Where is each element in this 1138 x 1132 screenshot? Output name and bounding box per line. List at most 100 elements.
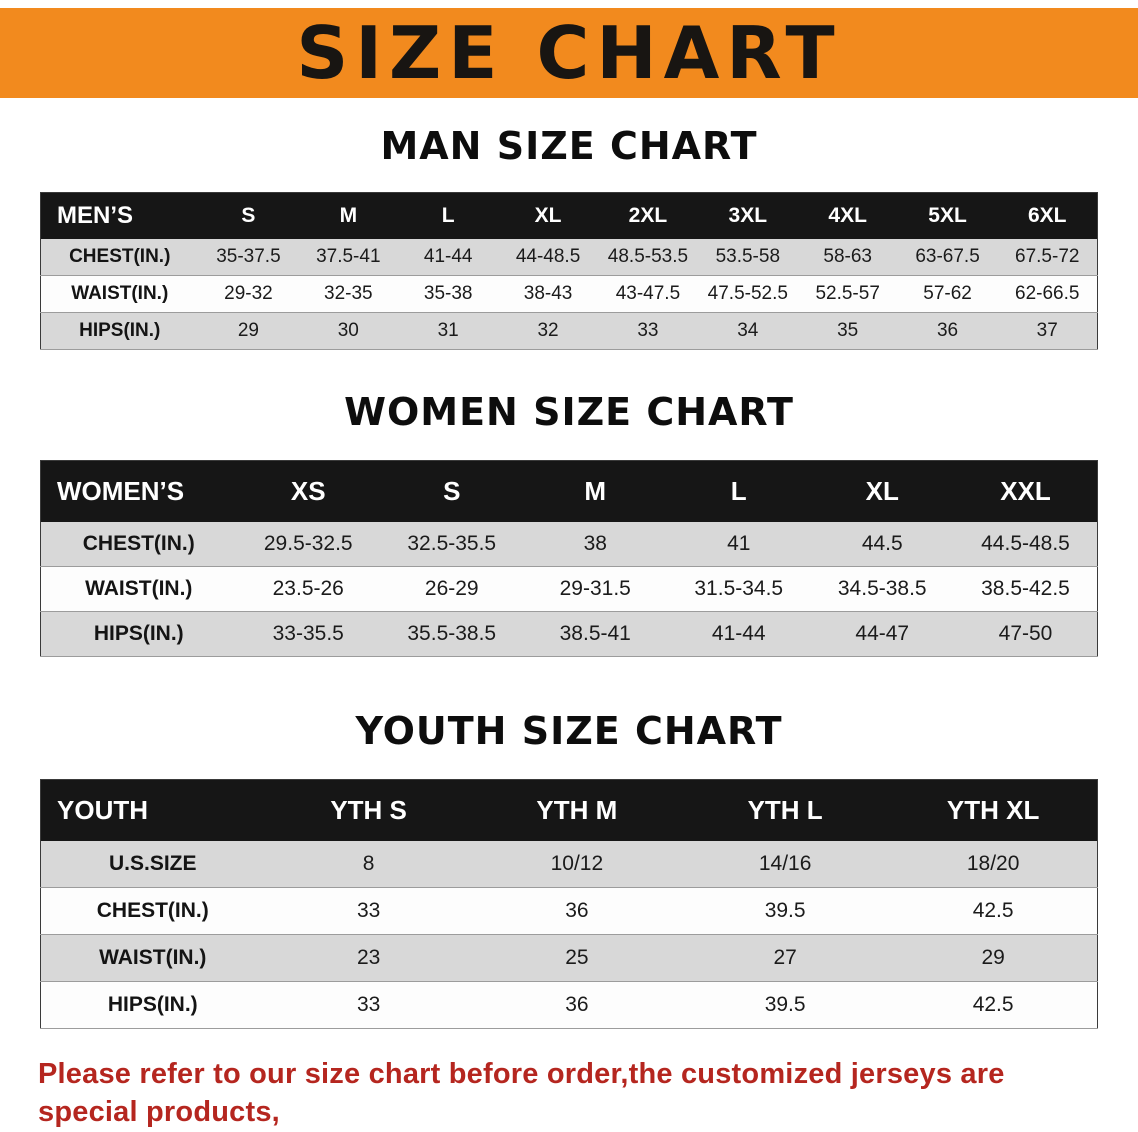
table-row: HIPS(IN.) 33-35.5 35.5-38.5 38.5-41 41-44 44-… [40,611,1098,657]
value-cell: 62-66.5 [1015,283,1080,304]
size-header-cell: L [398,192,499,239]
value-cell: 39.5 [764,993,806,1016]
size-header-cell: YTH L [681,779,890,841]
size-header-cell: L [667,460,811,522]
value-cell: 8 [362,852,375,875]
table-row: CHEST(IN.) 33 36 39.5 42.5 [40,887,1098,935]
size-header-cell: 6XL [997,192,1098,239]
table-row: CHEST(IN.) 29.5-32.5 32.5-35.5 38 41 44.5 44.5… [40,522,1098,567]
value-cell: 41-44 [711,622,766,645]
value-cell: 63-67.5 [915,246,980,267]
value-cell: 35-38 [423,283,473,304]
size-table-womens: WOMEN’S XS S M L XL XXL CHEST(IN.) 29.5-32.5 32.5… [40,460,1098,657]
value-cell: 33 [356,899,381,922]
size-header-cell: 5XL [897,192,998,239]
value-cell: 33 [356,993,381,1016]
footer-note-line-1: Please refer to our size chart before or… [38,1058,1005,1129]
size-header-cell: S [198,192,299,239]
value-cell: 58-63 [823,246,872,267]
header-row: MEN’S S M L XL 2XL 3XL 4XL 5XL 6XL [40,192,1098,239]
size-table-mens: MEN’S S M L XL 2XL 3XL 4XL 5XL 6XL CHEST(IN.) 35-37… [40,192,1098,350]
size-header-cell: XS [236,460,380,522]
size-header-cell: XL [498,192,598,239]
value-cell: 29 [981,946,1005,969]
size-header-cell: XL [810,460,954,522]
size-table-youth: YOUTH YTH S YTH M YTH L YTH XL U.S.SIZE 8 10/12… [40,779,1098,1029]
value-cell: 23 [356,946,381,969]
value-cell: 57-62 [923,283,972,304]
section-heading-mens: MAN SIZE CHART [380,124,758,168]
value-cell: 44.5 [861,532,903,555]
value-cell: 44-47 [855,622,910,645]
value-cell: 67.5-72 [1015,246,1080,267]
value-cell: 39.5 [764,899,806,922]
row-label: WAIST(IN.) [71,283,169,304]
size-header-cell: M [298,192,399,239]
value-cell: 47.5-52.5 [707,283,788,304]
value-cell: 38.5-41 [559,622,631,645]
value-cell: 33-35.5 [272,622,344,645]
size-header-cell: YTH XL [889,779,1098,841]
value-cell: 53.5-58 [715,246,781,267]
value-cell: 30 [337,320,359,341]
table-row: U.S.SIZE 8 10/12 14/16 18/20 [40,841,1098,888]
page-title: SIZE CHART [296,11,842,95]
value-cell: 29 [237,320,259,341]
value-cell: 35.5-38.5 [407,622,497,645]
value-cell: 36 [565,899,589,922]
row-label: CHEST(IN.) [96,899,209,922]
size-header-cell: 4XL [797,192,898,239]
value-cell: 38-43 [523,283,573,304]
size-header-cell: YTH M [472,779,681,841]
category-header-cell: YOUTH [40,779,265,841]
row-label: HIPS(IN.) [107,993,198,1016]
value-cell: 32 [537,320,559,341]
value-cell: 34.5-38.5 [837,577,927,600]
value-cell: 29-32 [224,283,273,304]
value-cell: 14/16 [758,852,812,875]
section-womens: WOMEN SIZE CHART WOMEN’S XS S M L XL XXL CHEST(… [0,390,1138,657]
value-cell: 10/12 [550,852,604,875]
row-label: WAIST(IN.) [99,946,207,969]
value-cell: 29-31.5 [559,577,631,600]
table-row: WAIST(IN.) 23.5-26 26-29 29-31.5 31.5-34.5 34… [40,566,1098,612]
row-label: HIPS(IN.) [79,320,161,341]
value-cell: 41-44 [423,246,473,267]
table-row: HIPS(IN.) 29 30 31 32 33 34 35 36 37 [40,312,1098,350]
row-label: U.S.SIZE [108,852,197,875]
table-row: CHEST(IN.) 35-37.5 37.5-41 41-44 44-48.5 48.5… [40,239,1098,276]
value-cell: 42.5 [972,899,1014,922]
value-cell: 42.5 [972,993,1014,1016]
value-cell: 44-48.5 [515,246,581,267]
section-heading-womens: WOMEN SIZE CHART [344,390,794,434]
table-row: WAIST(IN.) 23 25 27 29 [40,934,1098,982]
value-cell: 38 [583,532,607,555]
value-cell: 37.5-41 [316,246,381,267]
header-row: WOMEN’S XS S M L XL XXL [40,460,1098,522]
value-cell: 18/20 [966,852,1020,875]
banner: SIZE CHART [0,8,1138,98]
value-cell: 31.5-34.5 [694,577,784,600]
size-header-cell: 2XL [598,192,698,239]
size-header-cell: XXL [954,460,1098,522]
row-label: CHEST(IN.) [82,532,195,555]
value-cell: 33 [637,320,659,341]
section-heading-youth: YOUTH SIZE CHART [355,709,783,753]
size-header-cell: M [523,460,667,522]
value-cell: 32.5-35.5 [407,532,497,555]
value-cell: 36 [936,320,959,341]
value-cell: 43-47.5 [615,283,681,304]
value-cell: 31 [437,320,459,341]
size-header-cell: 3XL [697,192,798,239]
value-cell: 47-50 [998,622,1053,645]
size-header-cell: S [380,460,524,522]
size-header-cell: YTH S [264,779,473,841]
value-cell: 29.5-32.5 [263,532,353,555]
section-mens: MAN SIZE CHART MEN’S S M L XL 2XL 3XL 4XL 5XL 6XL… [0,124,1138,350]
value-cell: 35-37.5 [216,246,281,267]
value-cell: 27 [773,946,797,969]
value-cell: 48.5-53.5 [607,246,689,267]
value-cell: 38.5-42.5 [981,577,1070,600]
value-cell: 34 [737,320,759,341]
value-cell: 44.5-48.5 [981,532,1070,555]
